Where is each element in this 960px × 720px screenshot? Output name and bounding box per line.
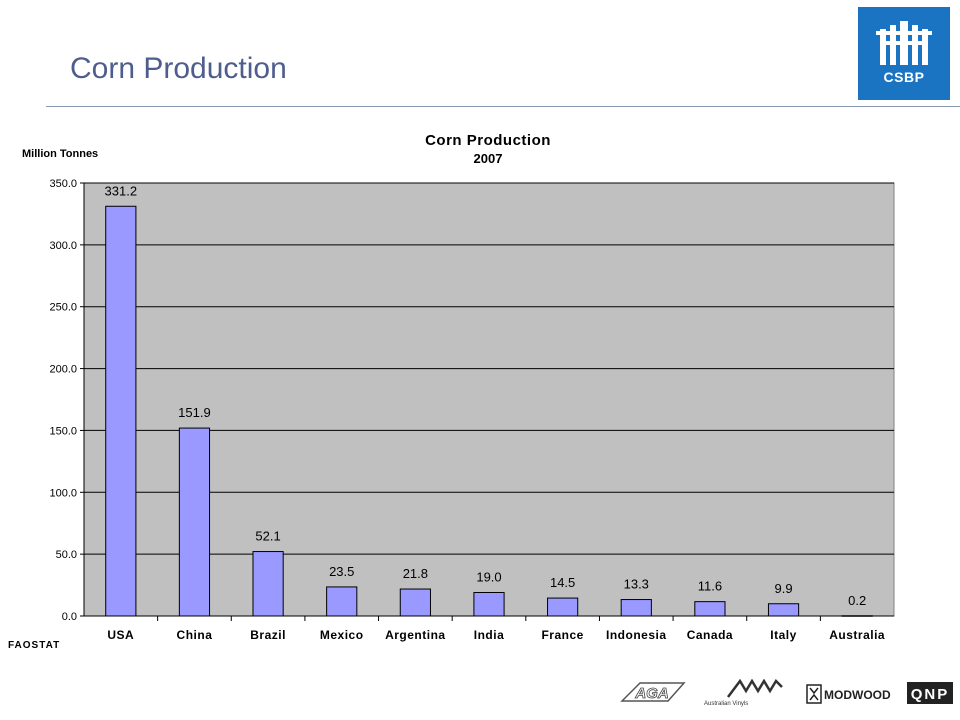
title-divider — [46, 106, 960, 107]
x-tick-label: Mexico — [320, 628, 364, 642]
modwood-logo-text: MODWOOD — [824, 688, 891, 702]
slide-title: Corn Production — [70, 52, 287, 85]
chart-subtitle: 2007 — [474, 151, 503, 166]
australian-vinyls-logo: Australian Vinyls — [704, 679, 783, 707]
plot-area — [83, 182, 895, 617]
qnp-logo: QNP — [907, 682, 953, 704]
data-label: 21.8 — [403, 566, 428, 581]
csbp-logo: CSBP — [858, 7, 950, 100]
bar — [178, 427, 211, 617]
bar — [326, 586, 358, 617]
y-axis-label: Million Tonnes — [22, 148, 98, 160]
data-label: 11.6 — [698, 579, 722, 594]
y-tick-label: 100.0 — [49, 487, 77, 499]
x-tick-label: China — [177, 628, 213, 642]
x-tick-label: Indonesia — [606, 628, 667, 642]
data-label: 151.9 — [178, 405, 211, 420]
qnp-logo-text: QNP — [911, 686, 950, 703]
data-label: 9.9 — [775, 581, 793, 596]
bar — [620, 599, 652, 617]
aga-logo-text: AGA — [634, 685, 668, 702]
bar — [399, 588, 431, 617]
data-label: 52.1 — [255, 529, 280, 544]
modwood-logo: MODWOOD — [806, 684, 891, 704]
csbp-logo-text: CSBP — [883, 69, 925, 85]
bar — [252, 551, 284, 617]
data-label: 331.2 — [105, 183, 138, 198]
bar — [547, 597, 579, 617]
data-label: 19.0 — [476, 569, 501, 584]
data-label: 0.2 — [848, 593, 866, 608]
australian-vinyls-logo-text: Australian Vinyls — [704, 701, 748, 707]
y-tick-label: 250.0 — [49, 302, 77, 314]
x-tick-label: Australia — [829, 628, 885, 642]
y-tick-label: 150.0 — [49, 425, 77, 437]
data-label: 14.5 — [550, 575, 575, 590]
data-label: 23.5 — [329, 564, 354, 579]
x-tick-label: Argentina — [385, 628, 446, 642]
bar — [694, 601, 726, 617]
y-tick-label: 0.0 — [62, 611, 77, 623]
bar — [767, 603, 800, 617]
y-tick-label: 50.0 — [56, 549, 77, 561]
bar — [473, 591, 505, 617]
x-tick-label: Italy — [770, 628, 797, 642]
y-tick-label: 200.0 — [49, 364, 77, 376]
aga-logo: AGA — [620, 682, 686, 702]
x-tick-label: India — [474, 628, 505, 642]
y-tick-label: 300.0 — [49, 240, 77, 252]
x-tick-label: Canada — [687, 628, 733, 642]
y-tick-label: 350.0 — [49, 178, 77, 190]
x-tick-label: France — [541, 628, 583, 642]
bar — [841, 615, 873, 617]
source-label: FAOSTAT — [8, 640, 60, 651]
bar — [105, 205, 137, 617]
csbp-logo-icon — [876, 21, 932, 65]
x-tick-label: Brazil — [250, 628, 286, 642]
data-label: 13.3 — [624, 577, 649, 592]
x-tick-label: USA — [107, 628, 134, 642]
chart-title: Corn Production — [425, 132, 551, 149]
